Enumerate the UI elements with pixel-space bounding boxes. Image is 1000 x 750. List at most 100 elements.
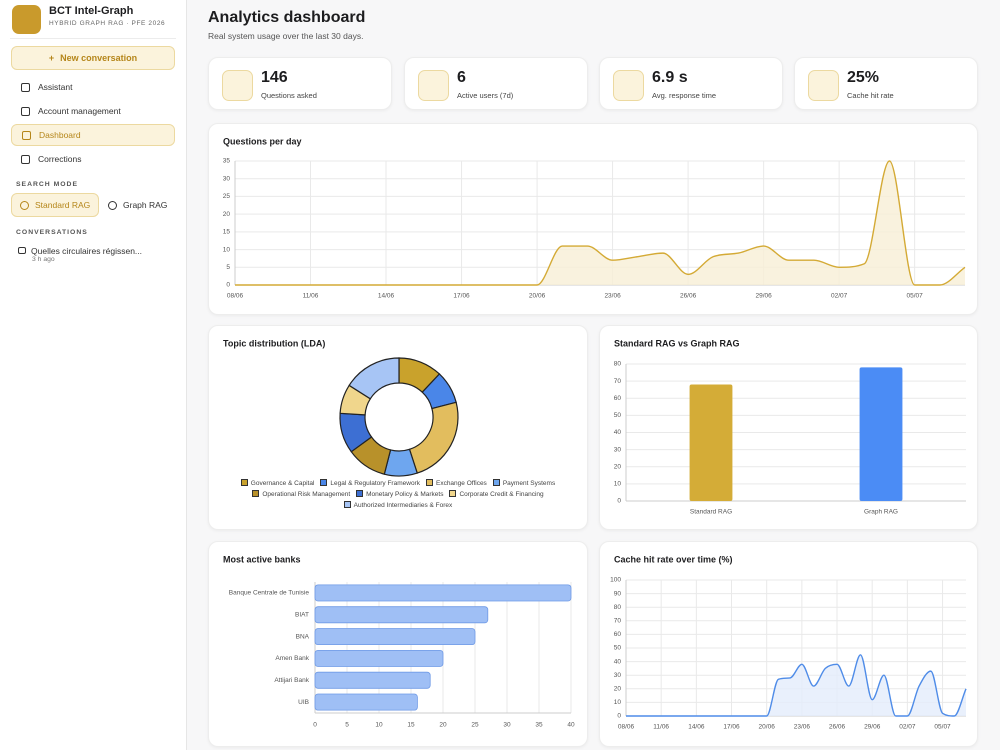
stat-icon: [808, 70, 839, 101]
chart: Standard RAG vs Graph RAG 0 10 20 30 40 50 60 70…: [614, 338, 966, 516]
chart-title: Questions per day: [223, 136, 302, 146]
x-tick-label: 40: [567, 722, 575, 729]
nav-label: Dashboard: [39, 130, 81, 140]
page-subtitle: Real system usage over the last 30 days.: [208, 31, 364, 41]
search-mode[interactable]: Standard RAG: [11, 193, 100, 217]
legend-label: Monetary Policy & Markets: [366, 491, 444, 498]
y-tick-label: 100: [610, 577, 621, 584]
legend-item: Operational Risk Management: [252, 490, 350, 498]
nav-item[interactable]: Account management: [11, 100, 175, 122]
y-tick-label: 20: [614, 463, 622, 470]
legend-swatch: [252, 490, 260, 497]
stat-icon: [613, 70, 644, 101]
y-tick-label: 60: [614, 395, 622, 402]
stat-value: 6: [457, 69, 466, 86]
y-tick-label: 30: [223, 175, 231, 182]
y-tick-label: 5: [226, 264, 230, 271]
bar: [314, 606, 489, 624]
mode-icon: [20, 200, 29, 210]
chart-card: Topic distribution (LDA) Governance & Cap…: [208, 325, 588, 530]
section-label: SEARCH MODE: [16, 181, 78, 188]
mode-label: Graph RAG: [123, 200, 168, 210]
y-tick-label: 80: [614, 604, 622, 611]
legend-label: Authorized Intermediaries & Forex: [353, 502, 453, 509]
legend-item: Exchange Offices: [425, 479, 487, 487]
legend-swatch: [356, 490, 364, 497]
conversation-title: Quelles circulaires régissen...: [31, 246, 143, 256]
y-tick-label: 0: [617, 498, 621, 505]
y-tick-label: 20: [223, 211, 231, 218]
y-tick-label: 25: [223, 193, 231, 200]
legend-item: Payment Systems: [492, 479, 556, 487]
nav-item[interactable]: Corrections: [11, 148, 175, 170]
line: [626, 654, 967, 717]
stat-card: 146 Questions asked: [208, 57, 392, 110]
stat-label: Cache hit rate: [847, 91, 894, 100]
y-tick-label: UIB: [298, 699, 309, 706]
legend-swatch: [425, 479, 433, 486]
x-tick-label: 15: [407, 722, 415, 729]
y-tick-label: 30: [614, 672, 622, 679]
stat-card: 6.9 s Avg. response time: [599, 57, 783, 110]
y-tick-label: 10: [614, 699, 622, 706]
y-tick-label: 0: [617, 713, 621, 720]
chart: Most active banks 0 5 10 15 20 25 30 35 40 Banque …: [223, 554, 575, 729]
nav-label: Assistant: [38, 82, 73, 92]
nav-item[interactable]: Dashboard: [11, 124, 175, 146]
y-tick-label: Attijari Bank: [274, 677, 309, 684]
x-tick-label: Standard RAG: [690, 509, 732, 516]
stat-card: 6 Active users (7d): [404, 57, 588, 110]
y-tick-label: 40: [614, 429, 622, 436]
x-tick-label: 26/06: [829, 724, 846, 731]
stat-card: 25% Cache hit rate: [794, 57, 978, 110]
x-tick-label: 25: [471, 722, 479, 729]
area: [235, 161, 965, 285]
x-tick-label: 20/06: [529, 293, 546, 300]
x-tick-label: 02/07: [831, 293, 848, 300]
legend-item: Monetary Policy & Markets: [356, 490, 443, 498]
x-tick-label: 23/06: [604, 293, 621, 300]
x-tick-label: 10: [375, 722, 383, 729]
y-tick-label: Banque Centrale de Tunisie: [229, 590, 310, 597]
x-tick-label: 20/06: [759, 724, 776, 731]
y-tick-label: 70: [614, 378, 622, 385]
bar: [689, 384, 733, 501]
x-tick-label: 05/07: [907, 293, 924, 300]
x-tick-label: 29/06: [864, 724, 881, 731]
area: [626, 654, 966, 716]
brand-icon: [12, 5, 41, 34]
bar: [314, 584, 572, 602]
y-tick-label: 30: [614, 446, 622, 453]
legend-swatch: [240, 479, 248, 486]
y-tick-label: 70: [614, 618, 622, 625]
x-tick-label: 29/06: [755, 293, 772, 300]
x-tick-label: 0: [313, 722, 317, 729]
chart-title: Cache hit rate over time (%): [614, 554, 733, 564]
y-tick-label: 10: [223, 246, 231, 253]
legend-item: Governance & Capital: [240, 479, 314, 487]
stat-value: 146: [261, 69, 288, 86]
x-tick-label: 26/06: [680, 293, 697, 300]
y-tick-label: 90: [614, 590, 622, 597]
plus-icon: +: [48, 53, 55, 63]
stat-icon: [222, 70, 253, 101]
bar: [314, 693, 418, 711]
chart: Questions per day 0 5 10 15 20 25 30 35 08/06 11/0…: [223, 136, 966, 300]
chart-title: Standard RAG vs Graph RAG: [614, 338, 740, 348]
y-tick-label: 10: [614, 481, 622, 488]
y-tick-label: 20: [614, 686, 622, 693]
nav-label: Corrections: [38, 154, 82, 164]
nav-item[interactable]: Assistant: [11, 76, 175, 98]
legend-label: Payment Systems: [502, 480, 556, 487]
page-title: Analytics dashboard: [208, 9, 366, 26]
new-conversation-button[interactable]: + New conversation: [11, 46, 175, 70]
chart-title: Topic distribution (LDA): [223, 338, 325, 348]
y-tick-label: 35: [223, 158, 231, 165]
stat-icon: [418, 70, 449, 101]
x-tick-label: 11/06: [303, 293, 319, 300]
search-mode[interactable]: Graph RAG: [100, 193, 175, 217]
x-tick-label: 17/06: [453, 293, 470, 300]
bar: [314, 671, 431, 689]
conversation-item[interactable]: Quelles circulaires régissen... 3 h ago: [18, 246, 142, 263]
